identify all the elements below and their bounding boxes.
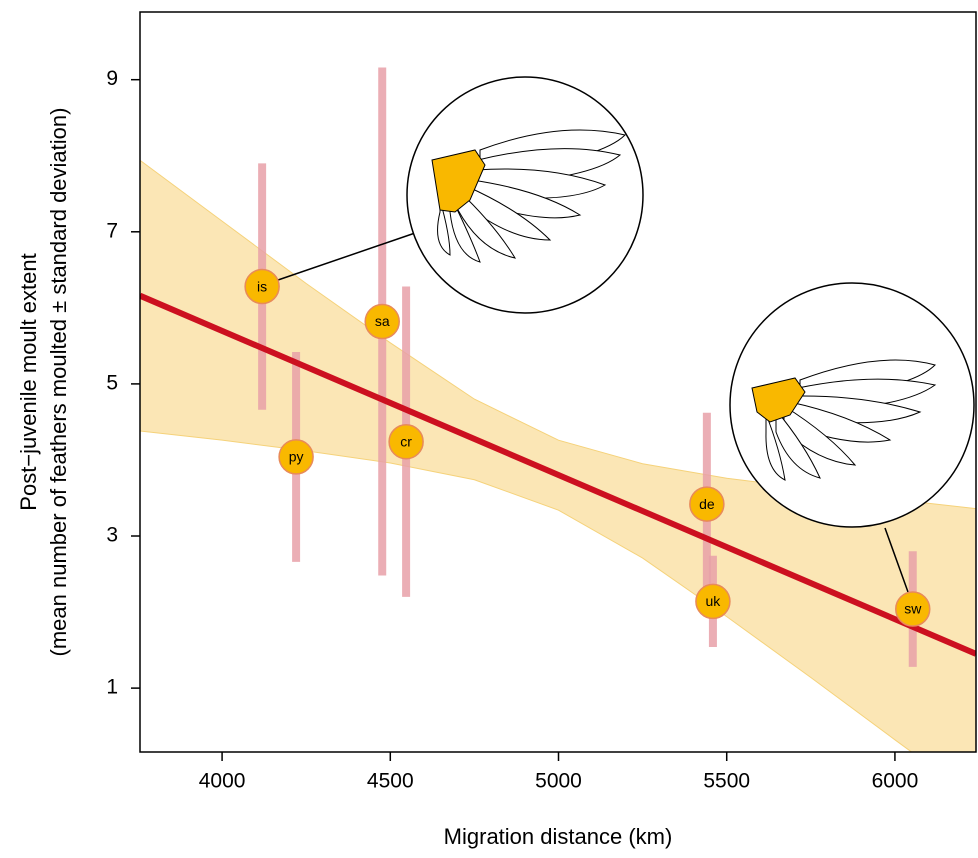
x-tick-label: 6000 xyxy=(872,770,919,793)
wing-insets xyxy=(277,76,975,593)
y-tick-label: 3 xyxy=(106,524,118,547)
point-label: uk xyxy=(706,593,722,609)
point-label: py xyxy=(289,449,304,465)
wing-inset xyxy=(729,282,975,528)
point xyxy=(278,439,314,475)
point xyxy=(695,583,731,620)
y-axis-label: (mean number of feathers moulted ± stand… xyxy=(46,108,71,657)
x-tick-label: 5500 xyxy=(703,770,750,793)
y-tick-label: 5 xyxy=(106,371,118,394)
connector xyxy=(277,231,419,281)
x-tick-label: 4000 xyxy=(199,770,246,793)
point-label: de xyxy=(699,496,715,512)
connector xyxy=(884,527,909,593)
x-tick-label: 4500 xyxy=(367,770,414,793)
point xyxy=(689,486,725,522)
x-axis-label: Migration distance (km) xyxy=(444,824,673,849)
point xyxy=(364,303,400,340)
point xyxy=(388,423,424,460)
y-tick-label: 1 xyxy=(106,676,118,699)
wing-inset xyxy=(406,76,644,314)
x-tick-label: 5000 xyxy=(535,770,582,793)
point-label: cr xyxy=(400,433,412,449)
y-tick-label: 7 xyxy=(106,219,118,242)
point xyxy=(244,268,280,305)
point-label: is xyxy=(257,278,267,294)
confidence-band xyxy=(140,159,976,752)
y-tick-label: 9 xyxy=(106,67,118,90)
y-axis-label: Post−juvenile moult extent xyxy=(16,253,41,510)
point-label: sa xyxy=(375,313,390,329)
fit-line xyxy=(140,292,976,657)
point xyxy=(895,591,931,627)
point-label: sw xyxy=(904,601,922,617)
